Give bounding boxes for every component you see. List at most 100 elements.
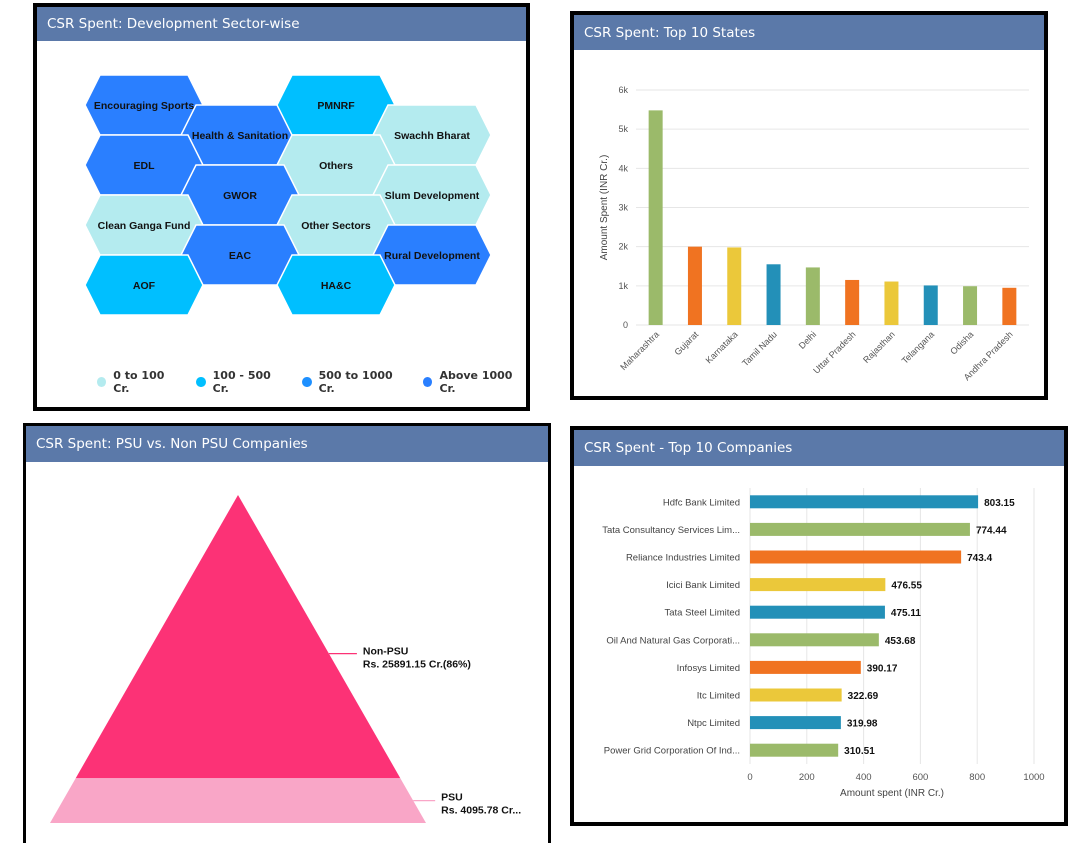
y-tick-label: Itc Limited	[697, 691, 740, 702]
sector-panel-title: CSR Spent: Development Sector-wise	[37, 7, 526, 41]
y-tick-label: 4k	[618, 163, 628, 173]
state-bar[interactable]	[884, 281, 899, 325]
hex-label: Health & Sanitation	[192, 130, 288, 142]
legend-item[interactable]: 500 to 1000 Cr.	[302, 369, 406, 395]
value-label: 390.17	[867, 663, 898, 674]
hex-label: Clean Ganga Fund	[98, 220, 191, 232]
hex-cell[interactable]: PMNRF	[276, 74, 396, 136]
non-psu-segment[interactable]	[75, 495, 401, 779]
y-tick-label: Infosys Limited	[677, 663, 740, 674]
value-label: 475.11	[891, 608, 921, 619]
legend-label: 0 to 100 Cr.	[113, 369, 165, 395]
psu-segment[interactable]	[50, 778, 426, 823]
legend-item[interactable]: 100 - 500 Cr.	[196, 369, 285, 395]
states-bar-chart: 0 1k 2k 3k 4k 5k 6k Amount Spent (INR Cr.) Mahar…	[599, 85, 1029, 382]
y-axis-label: Amount Spent (INR Cr.)	[599, 155, 610, 261]
state-bar[interactable]	[687, 246, 702, 325]
state-bar[interactable]	[648, 110, 663, 325]
legend-item[interactable]: 0 to 100 Cr.	[97, 369, 179, 395]
state-bar[interactable]	[923, 285, 938, 325]
psu-panel-title: CSR Spent: PSU vs. Non PSU Companies	[26, 426, 548, 462]
hex-label: Other Sectors	[301, 220, 371, 232]
hex-label: EAC	[229, 250, 252, 262]
hex-label: Slum Development	[385, 190, 480, 202]
state-bar[interactable]	[766, 264, 781, 325]
hex-label: Swachh Bharat	[394, 130, 470, 142]
x-tick-label: Tamil Nadu	[740, 329, 779, 368]
hex-label: Others	[319, 160, 353, 172]
value-label: 803.15	[984, 498, 1015, 509]
x-tick-label: 1000	[1023, 772, 1044, 783]
hex-cell[interactable]: Rural Development	[372, 224, 492, 286]
value-label: 774.44	[976, 525, 1007, 536]
company-bar[interactable]	[750, 633, 879, 647]
company-bar[interactable]	[750, 688, 842, 702]
y-tick-label: Tata Consultancy Services Lim...	[602, 525, 740, 536]
y-tick-label: 5k	[618, 124, 628, 134]
state-bar[interactable]	[805, 267, 820, 325]
company-bar[interactable]	[750, 660, 861, 674]
x-tick-label: 200	[799, 772, 815, 783]
y-tick-label: 6k	[618, 85, 628, 95]
state-bar[interactable]	[963, 286, 978, 325]
x-tick-label: Delhi	[797, 329, 819, 351]
company-bar[interactable]	[750, 550, 962, 564]
legend-swatch	[302, 377, 312, 387]
legend-label: Above 1000 Cr.	[439, 369, 513, 395]
state-bar[interactable]	[845, 279, 860, 325]
non-psu-value: Rs. 25891.15 Cr.(86%)	[363, 659, 471, 671]
legend-swatch	[196, 377, 206, 387]
x-axis-label: Amount spent (INR Cr.)	[840, 788, 944, 799]
legend-swatch	[423, 377, 433, 387]
value-label: 476.55	[891, 581, 922, 592]
company-bar[interactable]	[750, 578, 886, 592]
hex-cell[interactable]: HA&C	[276, 254, 396, 316]
x-tick-label: Rajasthan	[861, 329, 897, 365]
companies-panel-title: CSR Spent - Top 10 Companies	[574, 430, 1064, 466]
company-bar[interactable]	[750, 495, 979, 509]
psu-name: PSU	[441, 792, 463, 804]
hex-shape	[276, 254, 396, 316]
hex-cell[interactable]: AOF	[84, 254, 204, 316]
y-tick-label: 2k	[618, 242, 628, 252]
state-bar[interactable]	[727, 247, 742, 325]
hex-label: PMNRF	[317, 100, 355, 112]
sector-legend: 0 to 100 Cr. 100 - 500 Cr. 500 to 1000 Cr.…	[97, 369, 526, 395]
company-bar[interactable]	[750, 743, 839, 757]
hex-label: Encouraging Sports	[94, 100, 195, 112]
value-label: 453.68	[885, 636, 916, 647]
company-bar[interactable]	[750, 716, 841, 730]
y-tick-label: Tata Steel Limited	[664, 608, 740, 619]
psu-value: Rs. 4095.78 Cr...	[441, 805, 521, 817]
hex-label: GWOR	[223, 190, 257, 202]
companies-panel: CSR Spent - Top 10 Companies 0 200 400 600 8…	[570, 426, 1068, 826]
x-tick-label: Maharashtra	[618, 329, 661, 372]
x-tick-label: Uttar Pradesh	[811, 329, 857, 375]
legend-item[interactable]: Above 1000 Cr.	[423, 369, 526, 395]
hex-cell[interactable]: Swachh Bharat	[372, 104, 492, 166]
company-bar[interactable]	[750, 522, 970, 536]
y-tick-label: 1k	[618, 281, 628, 291]
x-tick-label: Odisha	[948, 329, 975, 356]
hex-label: AOF	[133, 280, 156, 292]
hex-label: Rural Development	[384, 250, 480, 262]
x-tick-label: 0	[747, 772, 752, 783]
y-tick-label: Oil And Natural Gas Corporati...	[606, 635, 740, 646]
states-panel: CSR Spent: Top 10 States 0 1k 2k 3k 4k 5k 6k Am…	[570, 11, 1048, 400]
x-tick-label: 600	[912, 772, 928, 783]
state-bar[interactable]	[1002, 287, 1017, 325]
companies-bar-chart: 0 200 400 600 800 1000 Amount spent (INR Cr.) H…	[602, 488, 1045, 799]
non-psu-name: Non-PSU	[363, 646, 409, 658]
hex-label: HA&C	[321, 280, 352, 292]
value-label: 322.69	[848, 691, 879, 702]
company-bar[interactable]	[750, 605, 885, 619]
value-label: 310.51	[844, 746, 875, 757]
x-tick-label: Telangana	[900, 329, 936, 365]
y-tick-label: Power Grid Corporation Of Ind...	[604, 746, 740, 757]
states-panel-title: CSR Spent: Top 10 States	[574, 15, 1044, 50]
x-tick-label: Gujarat	[672, 329, 700, 357]
legend-label: 100 - 500 Cr.	[212, 369, 271, 395]
psu-panel: CSR Spent: PSU vs. Non PSU Companies Non…	[23, 423, 551, 843]
hex-cell[interactable]: Clean Ganga Fund	[84, 194, 204, 256]
